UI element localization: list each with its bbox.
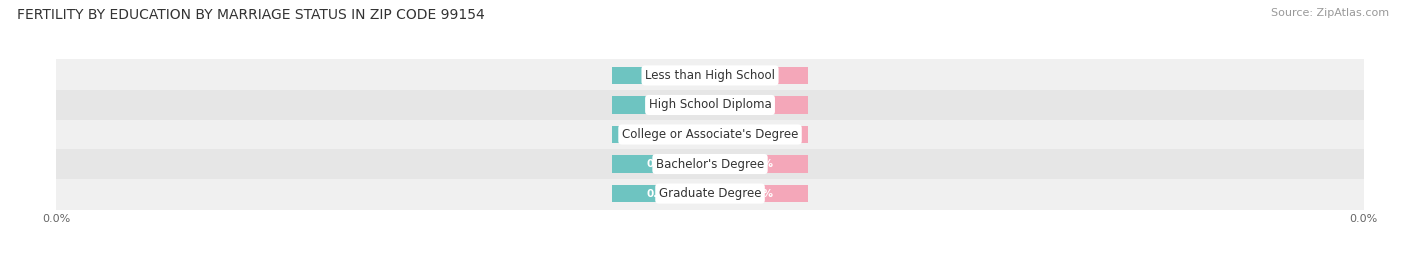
Text: Graduate Degree: Graduate Degree [659, 187, 761, 200]
Text: 0.0%: 0.0% [745, 129, 773, 140]
Text: Bachelor's Degree: Bachelor's Degree [657, 158, 763, 171]
Text: 0.0%: 0.0% [745, 159, 773, 169]
Text: FERTILITY BY EDUCATION BY MARRIAGE STATUS IN ZIP CODE 99154: FERTILITY BY EDUCATION BY MARRIAGE STATU… [17, 8, 485, 22]
Text: 0.0%: 0.0% [647, 129, 675, 140]
Bar [56, 179, 1364, 208]
Bar [612, 126, 710, 143]
Bar [56, 90, 1364, 120]
Bar [56, 149, 1364, 179]
Bar [710, 185, 808, 203]
Bar [612, 185, 710, 203]
Text: 0.0%: 0.0% [647, 189, 675, 199]
Bar [56, 61, 1364, 90]
Text: 0.0%: 0.0% [745, 100, 773, 110]
Text: Source: ZipAtlas.com: Source: ZipAtlas.com [1271, 8, 1389, 18]
Text: College or Associate's Degree: College or Associate's Degree [621, 128, 799, 141]
Bar [710, 66, 808, 84]
Bar [612, 96, 710, 114]
Bar [710, 155, 808, 173]
Text: 0.0%: 0.0% [647, 70, 675, 80]
Text: 0.0%: 0.0% [745, 70, 773, 80]
Bar [612, 66, 710, 84]
Bar [612, 155, 710, 173]
Bar [710, 126, 808, 143]
Text: High School Diploma: High School Diploma [648, 98, 772, 111]
Text: Less than High School: Less than High School [645, 69, 775, 82]
Legend: Married, Unmarried: Married, Unmarried [624, 264, 796, 269]
Bar [56, 120, 1364, 149]
Bar [710, 96, 808, 114]
Text: 0.0%: 0.0% [647, 100, 675, 110]
Text: 0.0%: 0.0% [647, 159, 675, 169]
Text: 0.0%: 0.0% [745, 189, 773, 199]
